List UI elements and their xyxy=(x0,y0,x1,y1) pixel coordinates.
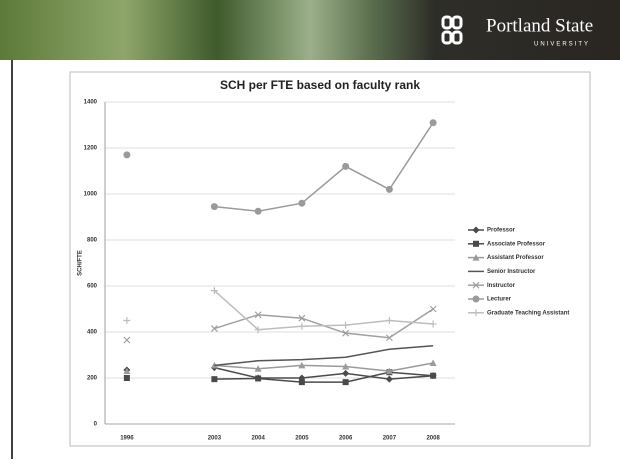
x-tick-label: 2007 xyxy=(383,436,397,442)
y-tick-label: 200 xyxy=(87,376,98,382)
data-point xyxy=(123,317,131,324)
data-point xyxy=(298,361,306,369)
data-point xyxy=(429,119,437,127)
legend-marker xyxy=(473,240,479,247)
data-point xyxy=(385,375,393,383)
x-tick-label: 2008 xyxy=(426,436,440,442)
data-point xyxy=(123,367,131,375)
y-tick-label: 600 xyxy=(87,284,98,290)
series-line xyxy=(214,371,434,383)
x-tick-label: 1996 xyxy=(120,436,134,442)
logo-name: Portland State xyxy=(486,15,593,36)
x-tick-label: 2004 xyxy=(251,436,265,442)
data-point xyxy=(385,185,393,193)
legend-label: Instructor xyxy=(487,283,516,289)
chart-frame xyxy=(69,71,591,447)
legend-label: Associate Professor xyxy=(487,241,546,247)
legend-label: Graduate Teaching Assistant xyxy=(487,310,569,316)
logo-icon xyxy=(441,15,463,45)
y-axis-label: SCH/FTE xyxy=(78,250,84,276)
legend-label: Professor xyxy=(487,228,516,234)
series-line xyxy=(214,345,434,367)
y-tick-label: 800 xyxy=(87,238,98,244)
data-point xyxy=(429,320,437,328)
data-point xyxy=(254,326,262,334)
data-point xyxy=(123,375,130,381)
data-point xyxy=(342,329,350,337)
y-tick-label: 1000 xyxy=(84,192,98,198)
header-banner xyxy=(0,0,620,60)
y-tick-label: 400 xyxy=(87,330,98,336)
legend-label: Senior Instructor xyxy=(487,269,536,275)
y-tick-label: 0 xyxy=(94,422,98,428)
data-point xyxy=(298,379,305,386)
legend-label: Lecturer xyxy=(487,297,512,303)
series-line xyxy=(214,122,434,213)
legend-marker xyxy=(472,281,480,289)
data-point xyxy=(429,359,437,367)
data-point xyxy=(342,379,349,386)
data-point xyxy=(385,317,393,324)
data-point xyxy=(210,287,218,295)
data-point xyxy=(298,322,306,330)
legend-label: Assistant Professor xyxy=(487,255,544,261)
data-point xyxy=(254,365,262,372)
series-line xyxy=(213,290,434,331)
data-point xyxy=(385,334,393,342)
data-point xyxy=(342,369,350,377)
data-point xyxy=(211,376,218,383)
data-point xyxy=(254,207,262,215)
data-point xyxy=(254,311,262,319)
series-line xyxy=(214,366,434,380)
legend-marker xyxy=(472,254,480,261)
data-point xyxy=(123,336,131,344)
data-point xyxy=(210,203,218,211)
data-point xyxy=(342,162,350,170)
data-point xyxy=(342,321,350,329)
data-point xyxy=(298,199,306,207)
y-tick-label: 1400 xyxy=(84,100,98,106)
legend-marker xyxy=(472,226,480,234)
logo-sub: UNIVERSITY xyxy=(534,42,590,48)
x-tick-label: 2003 xyxy=(208,436,222,442)
x-tick-label: 2005 xyxy=(295,436,309,442)
data-point xyxy=(210,325,218,332)
x-tick-label: 2006 xyxy=(339,436,353,442)
data-point xyxy=(430,372,437,379)
data-point xyxy=(429,305,437,313)
data-point xyxy=(385,367,393,375)
series-line xyxy=(214,362,434,372)
data-point xyxy=(342,363,350,370)
data-point xyxy=(123,151,131,159)
legend-marker xyxy=(472,309,480,317)
legend-marker xyxy=(472,295,480,303)
data-point xyxy=(298,314,306,322)
y-tick-label: 1200 xyxy=(84,146,98,152)
chart-title: SCH per FTE based on faculty rank xyxy=(220,78,420,92)
data-point xyxy=(255,375,262,382)
